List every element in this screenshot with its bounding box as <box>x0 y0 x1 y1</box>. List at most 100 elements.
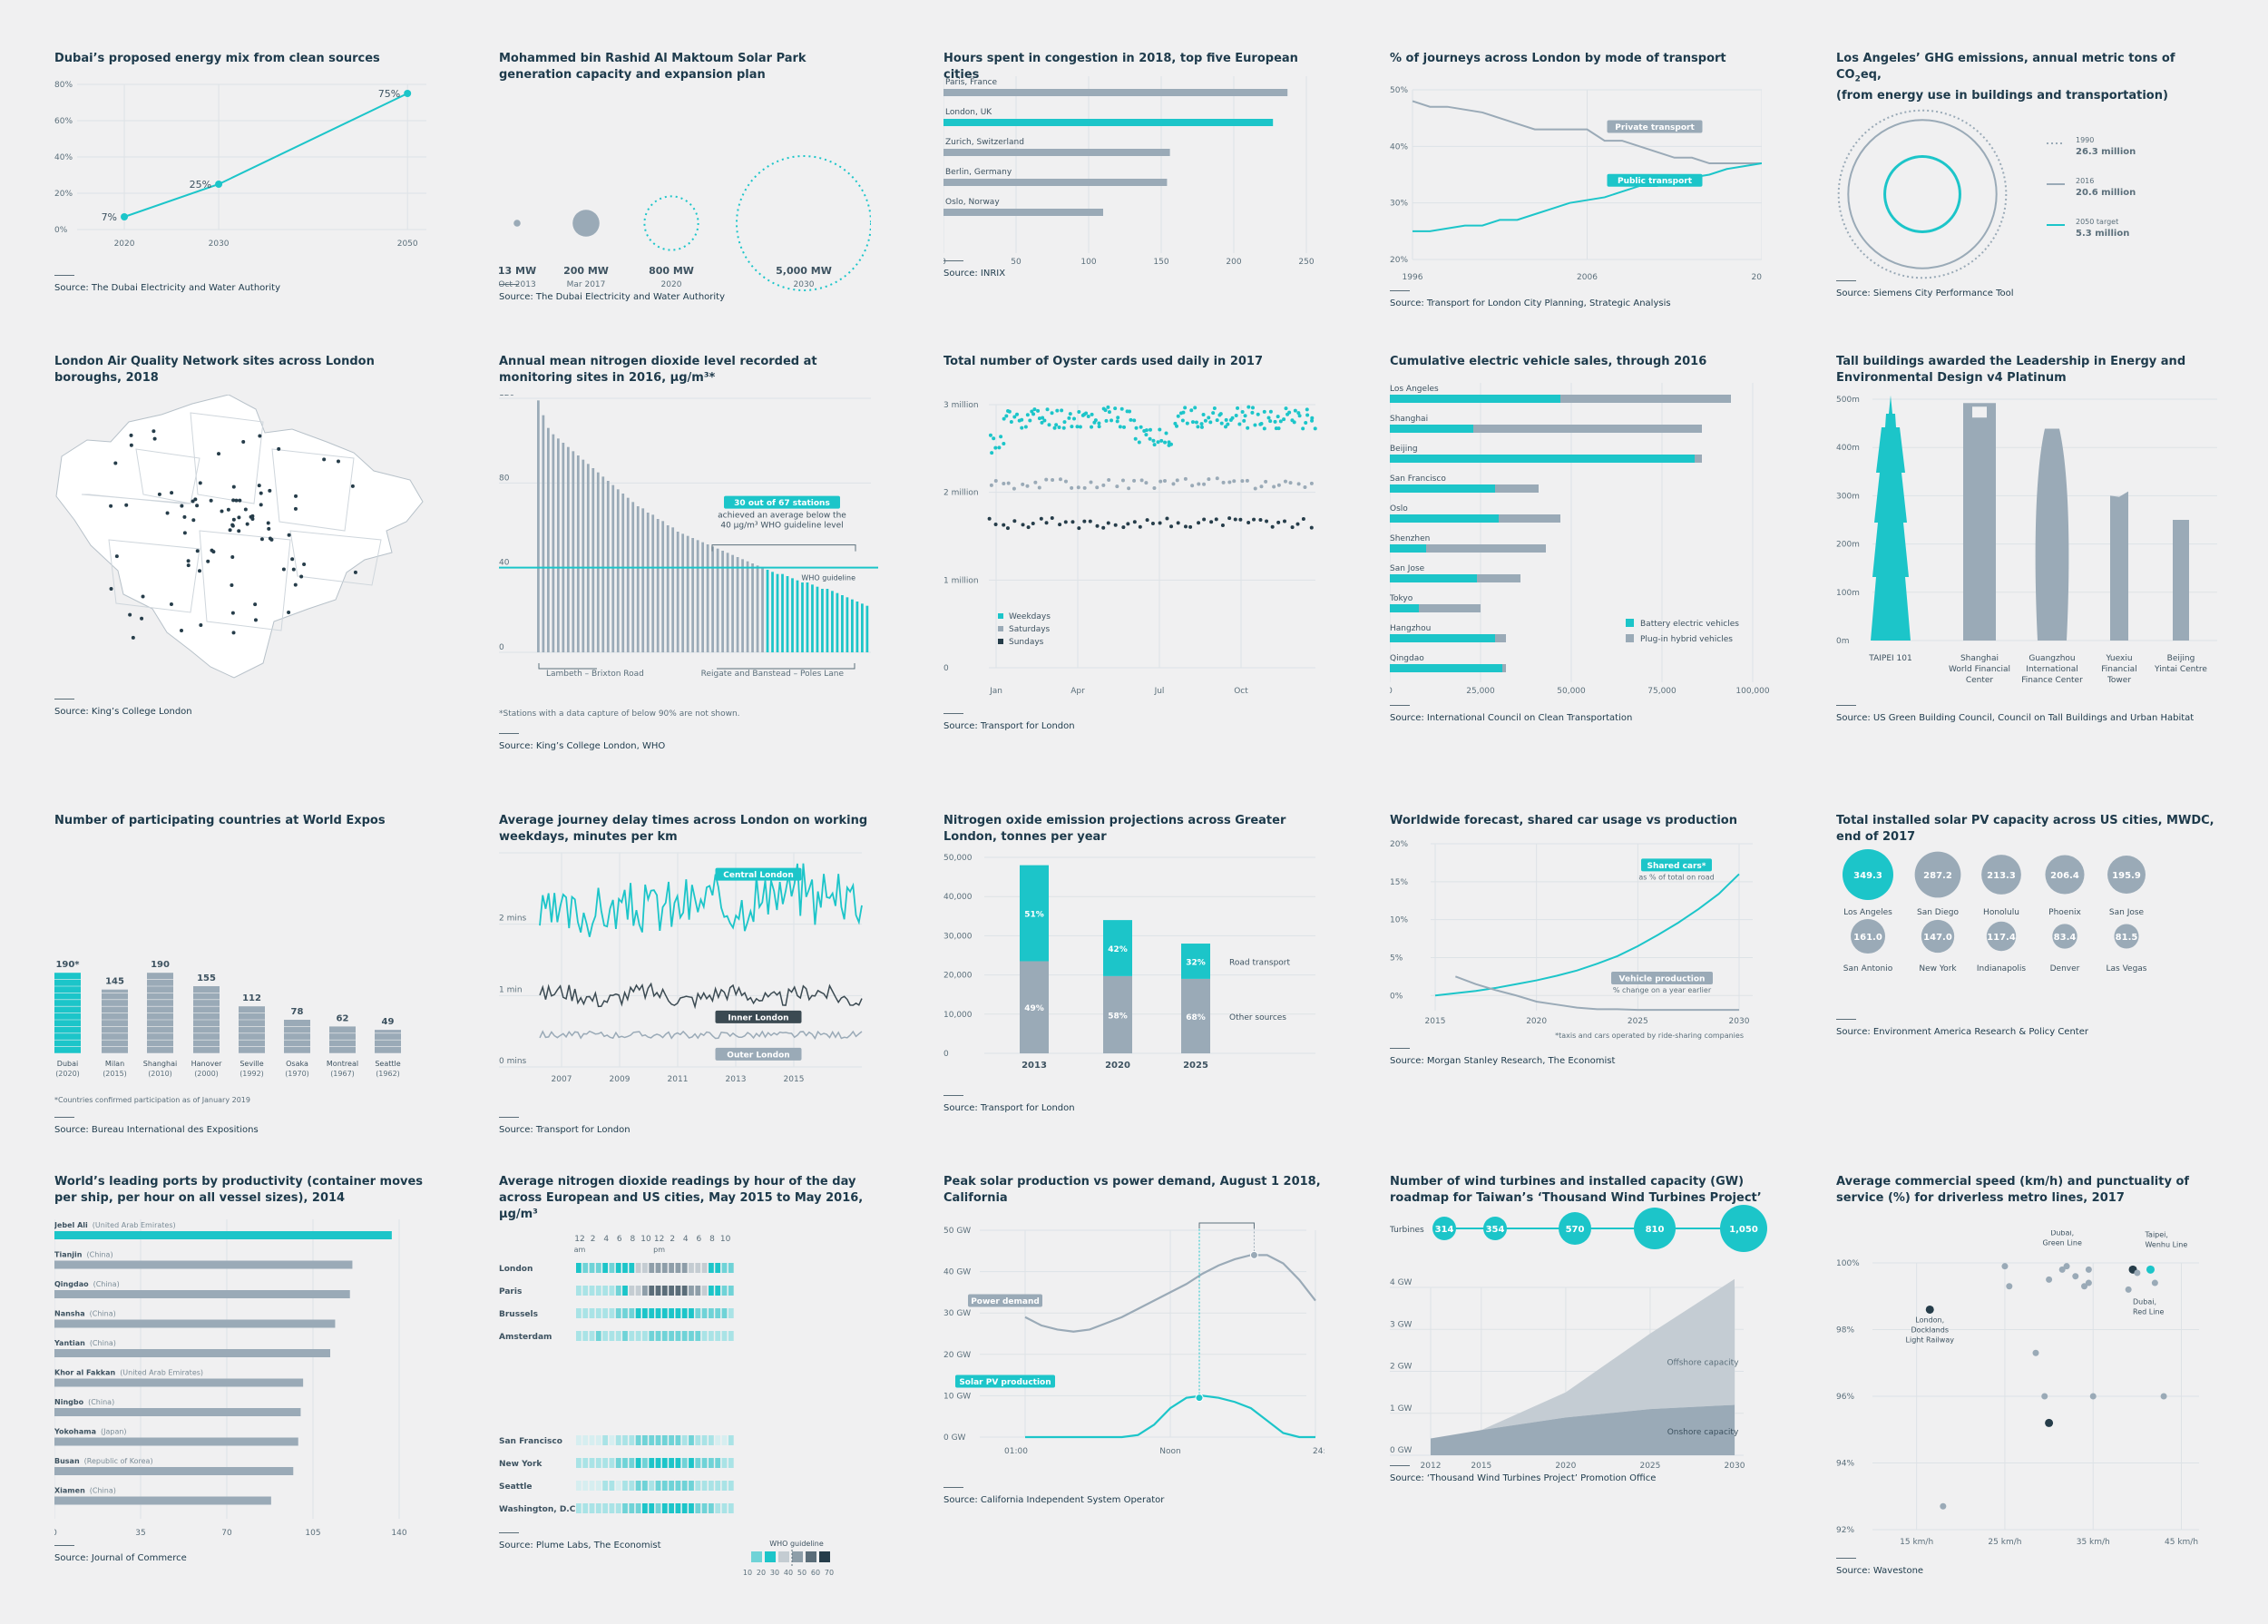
monitoring-site <box>231 631 236 635</box>
daily-point <box>1259 422 1264 426</box>
daily-point <box>1132 418 1137 423</box>
daily-point <box>1002 523 1006 527</box>
bev-bar <box>1390 455 1695 463</box>
daily-point <box>1012 486 1016 491</box>
daily-point <box>1076 485 1080 490</box>
station-bar <box>721 551 724 652</box>
monitoring-site <box>186 559 191 563</box>
city-label: Seattle <box>499 1482 532 1492</box>
daily-point <box>1174 424 1178 428</box>
monitoring-site <box>109 586 113 591</box>
heat-cell <box>655 1503 661 1513</box>
heat-cell <box>595 1435 601 1445</box>
city-label: New York <box>499 1460 543 1469</box>
chart-panel-sharedcar: Worldwide forecast, shared car usage vs … <box>1390 813 1771 1071</box>
heat-cell <box>715 1331 721 1341</box>
heat-cell <box>669 1503 674 1513</box>
hour-tick: 12 <box>574 1235 584 1244</box>
daily-point <box>1176 521 1180 525</box>
x-tick: 2020 <box>1526 1017 1547 1026</box>
daily-point <box>1211 411 1216 416</box>
station-bar <box>591 468 595 652</box>
bar <box>943 179 1168 186</box>
daily-point <box>1163 440 1168 445</box>
daily-point <box>1295 522 1300 526</box>
legend-label: Battery electric vehicles <box>1640 620 1739 629</box>
station-bar <box>816 586 819 652</box>
legend-sub: % change on a year earlier <box>1613 986 1712 994</box>
daily-point <box>1237 422 1242 426</box>
shared-cars-line <box>1434 873 1740 997</box>
port-country: (United Arab Emirates) <box>93 1221 176 1229</box>
daily-point <box>987 516 992 521</box>
x-tick: 1996 <box>1403 273 1423 282</box>
station-bar <box>811 584 814 652</box>
bar <box>943 89 1288 96</box>
legend-pill <box>1641 858 1712 872</box>
heat-cell <box>681 1458 688 1468</box>
hour-tick: 8 <box>631 1235 636 1244</box>
city-label: San Jose <box>2109 908 2145 917</box>
daily-point <box>1252 517 1256 522</box>
heat-cell <box>661 1263 668 1273</box>
heat-cell <box>629 1481 635 1491</box>
productivity-bar <box>54 1496 271 1505</box>
daily-point <box>1266 416 1271 420</box>
daily-point <box>1313 426 1317 431</box>
value-label: 78 <box>291 1007 304 1017</box>
hour-tick: 10 <box>640 1235 651 1244</box>
productivity-bar <box>54 1408 301 1416</box>
percent-label: 42% <box>1108 945 1128 954</box>
port-country: (China) <box>90 1310 116 1318</box>
solar-bubble <box>2107 856 2146 894</box>
bar-category: Qingdao <box>1390 654 1424 663</box>
bubble-date: 2030 <box>794 280 815 289</box>
heat-cell <box>635 1481 641 1491</box>
hour-tick: 8 <box>709 1235 715 1244</box>
chart-title: Average nitrogen dioxide readings by hou… <box>499 1175 864 1221</box>
monitoring-site <box>291 567 296 572</box>
chart-panel-ev: Cumulative electric vehicle sales, throu… <box>1390 354 1771 728</box>
monitoring-site <box>182 514 187 519</box>
y-tick: 40 GW <box>943 1268 971 1277</box>
daily-point <box>1137 440 1141 445</box>
heat-cell <box>721 1481 728 1491</box>
monitoring-site <box>191 518 196 523</box>
y-tick: 0 GW <box>943 1433 966 1443</box>
daily-point <box>1276 426 1281 431</box>
daily-point <box>1062 420 1067 425</box>
bar-category: Paris, France <box>945 78 998 87</box>
daily-point <box>1106 521 1110 525</box>
daily-point <box>992 436 996 441</box>
heat-cell <box>709 1481 714 1491</box>
chart-title: Total installed solar PV capacity across… <box>1836 814 2214 844</box>
daily-point <box>999 435 1003 439</box>
heat-cell <box>589 1263 595 1273</box>
pm-label: pm <box>653 1246 665 1254</box>
x-tick: 140 <box>391 1529 406 1538</box>
solar-bubble <box>2114 924 2139 949</box>
daily-point <box>1208 420 1213 425</box>
daily-point <box>1283 479 1287 484</box>
heat-cell <box>576 1263 582 1273</box>
monitoring-site <box>234 498 239 503</box>
daily-point <box>1171 482 1176 486</box>
y-tick: 120 <box>499 395 514 398</box>
expo-year: (2000) <box>194 1070 219 1078</box>
legend-tick: 60 <box>811 1569 820 1577</box>
heat-cell <box>622 1458 628 1468</box>
legend-sub: as % of total on road <box>1638 873 1714 881</box>
legend-swatch <box>819 1551 830 1562</box>
heat-cell <box>649 1458 655 1468</box>
daily-point <box>1151 438 1156 443</box>
monitoring-site <box>128 612 132 617</box>
value-label: 190 <box>151 960 170 970</box>
legend-label: Saturdays <box>1009 625 1051 634</box>
onshore-area <box>1431 1404 1735 1455</box>
daily-point <box>1107 478 1111 483</box>
daily-point <box>1253 423 1257 427</box>
daily-point <box>1144 481 1149 485</box>
callout-label: Red Line <box>2133 1307 2164 1316</box>
y-tick: 94% <box>1836 1460 1854 1469</box>
heat-cell <box>669 1263 674 1273</box>
